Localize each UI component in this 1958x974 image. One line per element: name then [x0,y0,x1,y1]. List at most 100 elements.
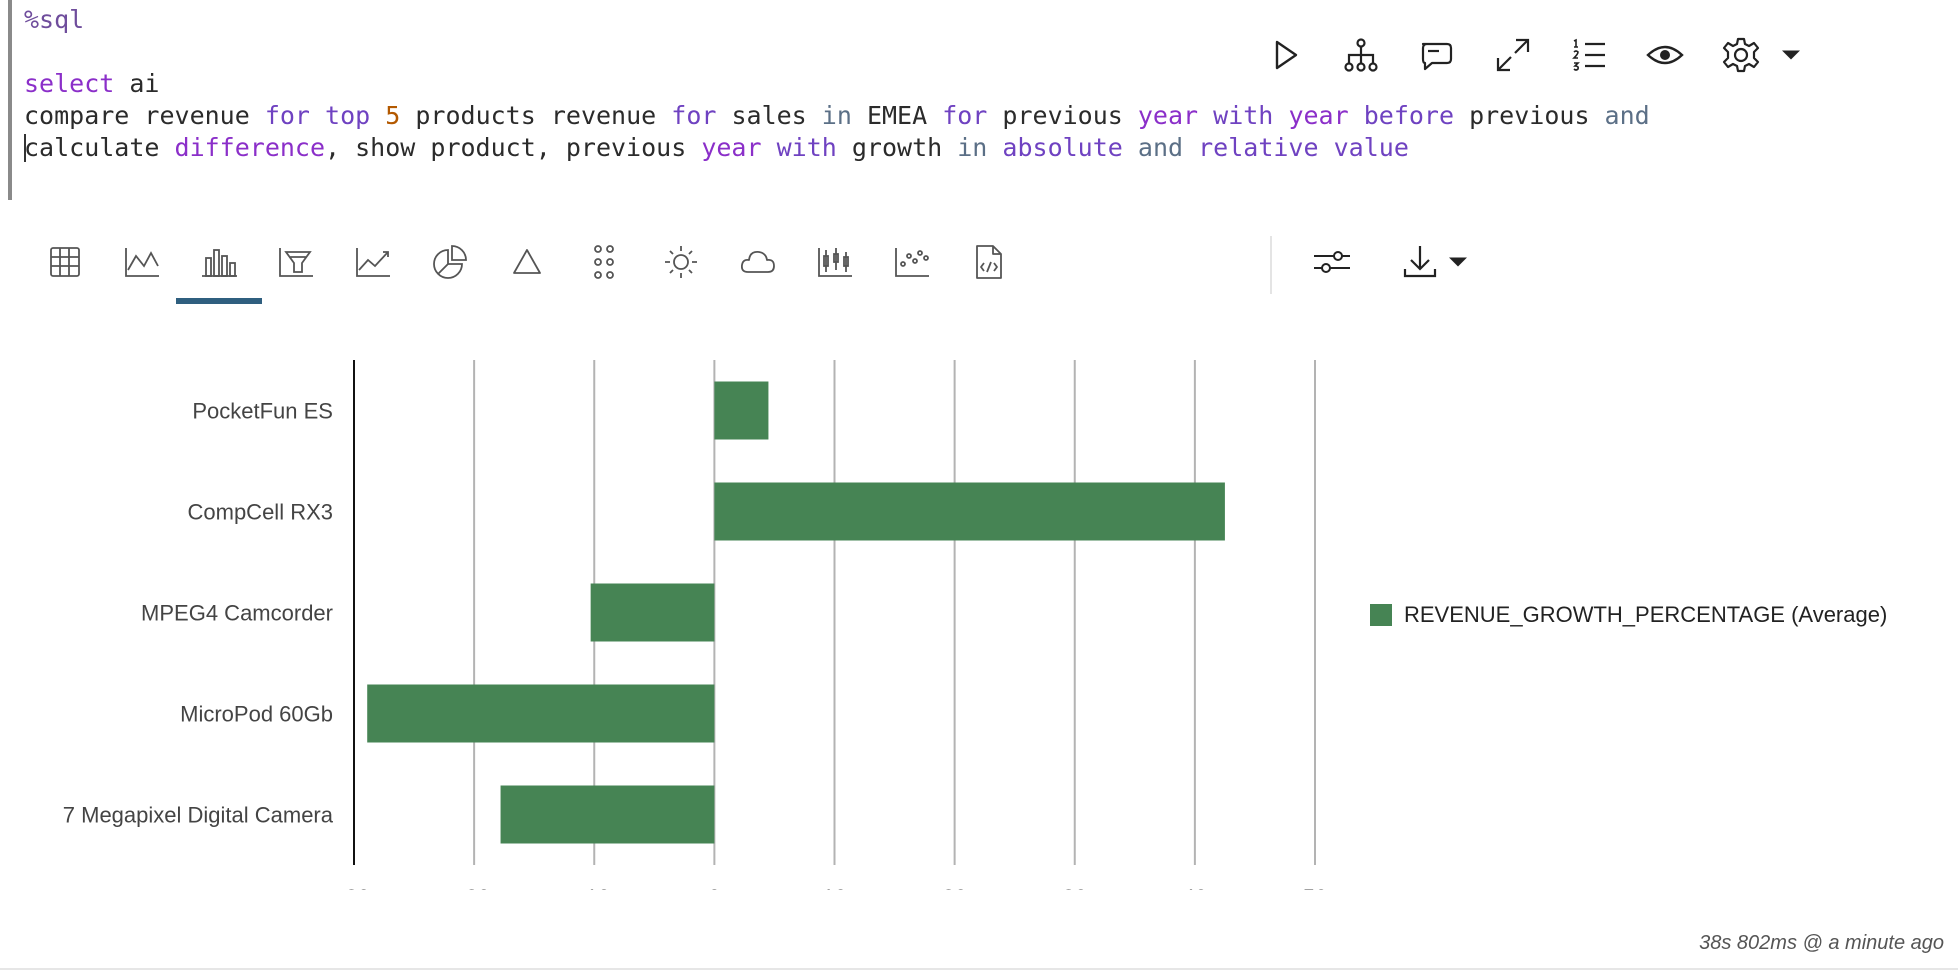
boxplot-icon [818,248,852,277]
code-token [1349,101,1364,130]
cloud-icon [740,251,775,273]
toolbar-divider [1270,236,1272,294]
x-tick-label: 10 [822,885,846,890]
code-line-2 [24,36,1650,68]
category-label: PocketFun ES [192,399,333,424]
cloud-chart-button[interactable] [723,232,793,292]
code-token: 5 [385,101,401,130]
area-chart-icon [356,248,390,277]
scatter-icon [895,248,929,277]
code-token: products revenue [400,101,672,130]
table-icon [50,247,80,277]
code-token: relative [1198,133,1319,162]
download-icon [1403,246,1437,278]
comment-icon [1421,42,1453,71]
pie-chart-icon [433,245,467,279]
bar-chart-icon [202,249,237,277]
code-token-select: select [24,69,115,98]
code-token: , show product, previous [325,133,702,162]
code-token: year [1288,101,1349,130]
dot-grid-icon [594,245,614,279]
code-view-button[interactable] [954,232,1024,292]
bar [714,381,769,440]
code-token: compare revenue [24,101,265,130]
legend-swatch [1370,604,1392,626]
sunburst-icon [665,246,697,278]
code-token: difference [174,133,326,162]
code-token: before [1363,101,1455,130]
expand-button[interactable] [1488,30,1538,80]
download-button[interactable] [1385,232,1455,292]
code-token: sales [716,101,822,130]
x-tick-label: -30 [338,885,370,890]
code-token [370,101,385,130]
execution-status: 38s 802ms @ a minute ago [1699,932,1944,954]
sunburst-chart-button[interactable] [646,232,716,292]
code-token: EMEA [851,101,943,130]
table-view-button[interactable] [30,232,100,292]
code-token [310,101,325,130]
code-token [1123,133,1138,162]
code-token: year [701,133,762,162]
category-label: MPEG4 Camcorder [141,601,333,626]
visibility-button[interactable] [1640,30,1690,80]
code-file-icon [976,245,1002,279]
pyramid-chart-button[interactable] [492,232,562,292]
code-token: previous [1454,101,1605,130]
bar [590,583,715,642]
area-chart-button[interactable] [338,232,408,292]
text-caret [24,134,26,162]
pie-chart-button[interactable] [415,232,485,292]
ordered-list-icon [1572,38,1605,71]
chart-legend: REVENUE_GROWTH_PERCENTAGE (Average) [1370,602,1887,628]
code-token: calculate [24,133,175,162]
code-token: for [264,101,310,130]
caret-down-icon [1782,50,1800,60]
category-label: MicroPod 60Gb [180,702,333,727]
sql-editor[interactable]: %sql select ai compare revenue for top 5 p… [8,0,1712,200]
bar-chart-button[interactable] [176,232,262,304]
dot-grid-chart-button[interactable] [569,232,639,292]
sql-code[interactable]: %sql select ai compare revenue for top 5 p… [24,4,1650,164]
boxplot-chart-button[interactable] [800,232,870,292]
bar [714,482,1225,541]
funnel-chart-button[interactable] [261,232,331,292]
download-dropdown-button[interactable] [1438,232,1478,292]
x-tick-label: 40 [1183,885,1207,890]
settings-button[interactable] [1716,30,1766,80]
code-token: in [957,133,988,162]
code-token: for [671,101,717,130]
bar-chart: -30 -20 -10 0 10 20 30 40 50 PocketFun ES CompCell… [63,360,1327,890]
code-line-1: %sql [24,5,85,34]
code-token [762,133,777,162]
code-token [1198,101,1213,130]
scatter-chart-button[interactable] [877,232,947,292]
x-tick-label: 20 [942,885,966,890]
code-token: year [1137,101,1199,130]
chart-settings-button[interactable] [1297,232,1367,292]
code-token-ai: ai [114,69,160,98]
line-chart-button[interactable] [107,232,177,292]
code-token: for [942,101,988,130]
settings-dropdown-button[interactable] [1776,30,1806,80]
hierarchy-icon [1344,38,1378,72]
lineage-button[interactable] [1336,30,1386,80]
run-button[interactable] [1260,30,1310,80]
x-tick-label: -20 [458,885,490,890]
category-label: CompCell RX3 [188,500,334,525]
run-icon [1275,40,1298,70]
caret-down-icon [1449,257,1467,267]
code-token: with [776,133,837,162]
x-tick-label: 30 [1063,885,1087,890]
code-line-3: select ai [24,68,1650,100]
legend-label: REVENUE_GROWTH_PERCENTAGE (Average) [1404,602,1888,627]
comment-button[interactable] [1412,30,1462,80]
code-token [1183,133,1198,162]
ordered-list-button[interactable] [1564,30,1614,80]
x-tick-label: 0 [708,885,720,890]
eye-icon [1646,45,1684,65]
bar [367,684,715,743]
code-token: absolute [1002,133,1123,162]
code-token: and [1604,101,1650,130]
